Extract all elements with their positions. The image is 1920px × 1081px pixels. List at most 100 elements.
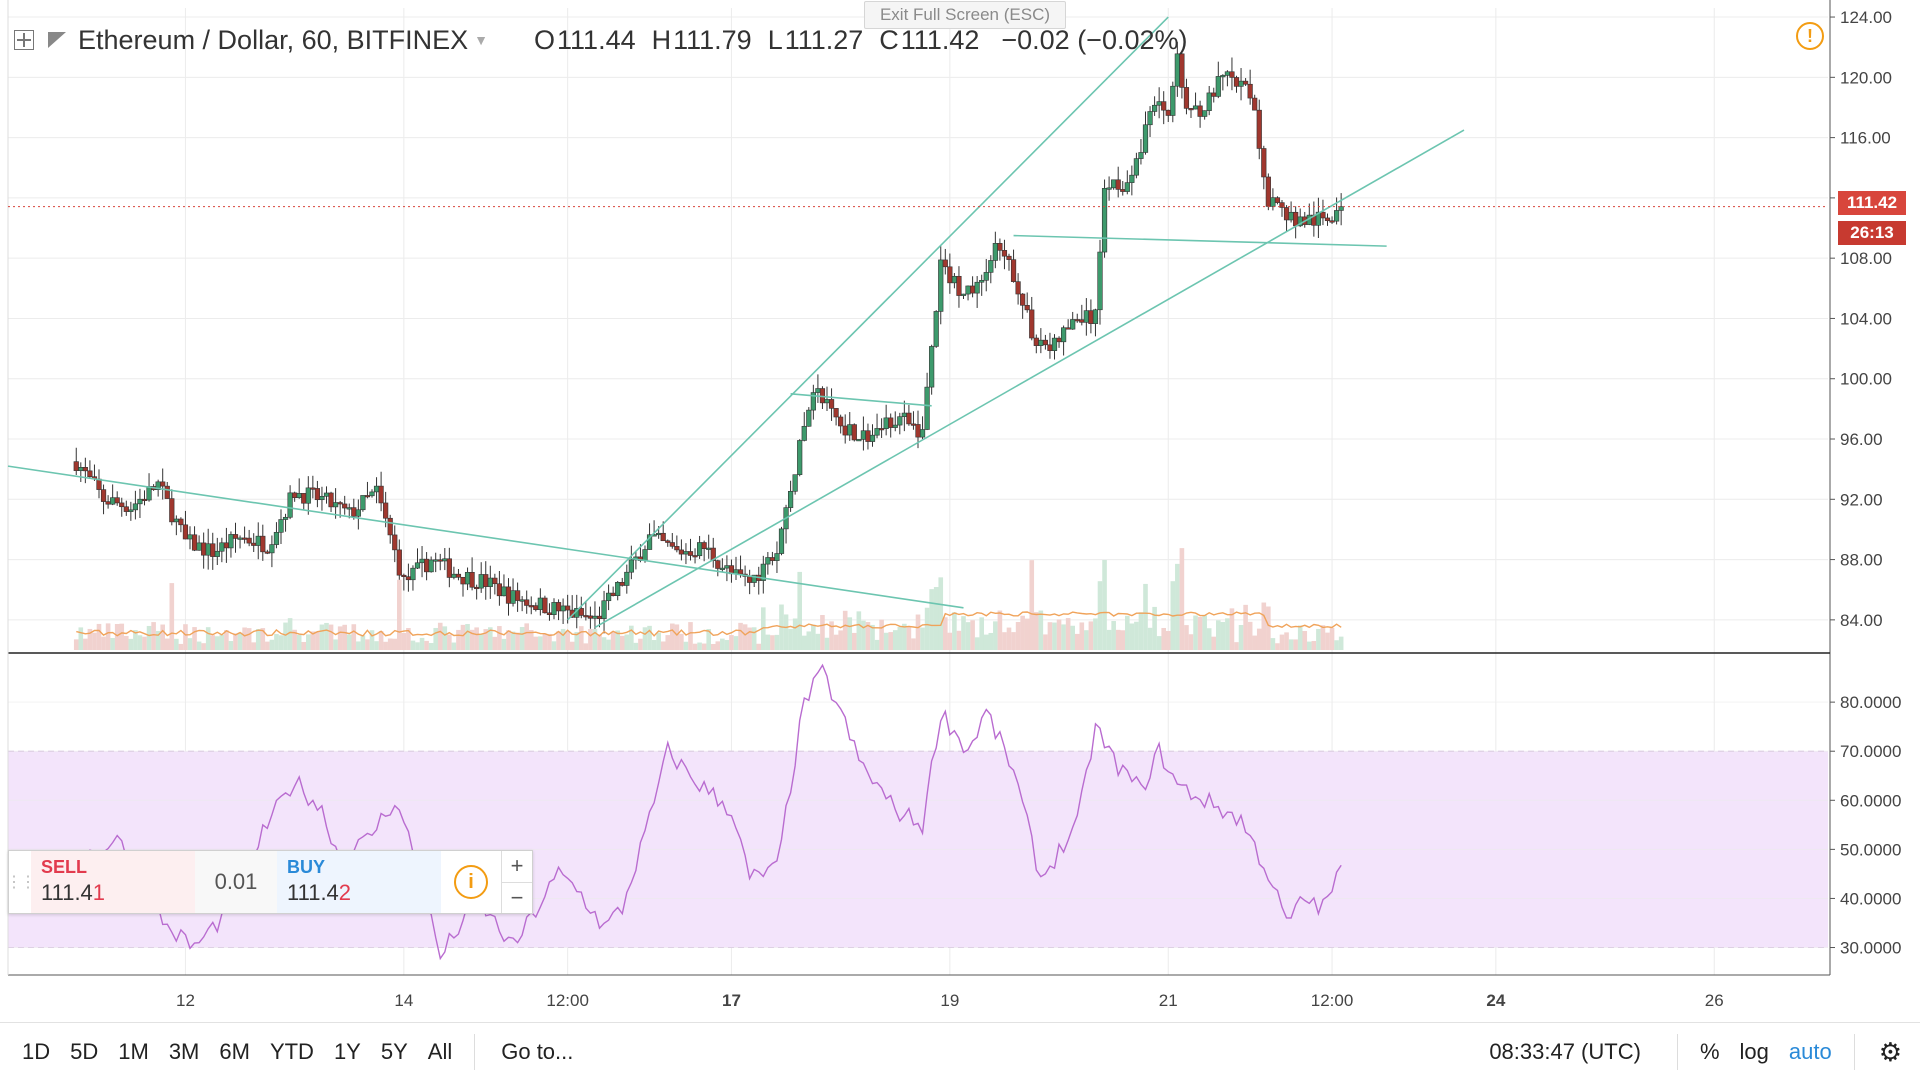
timeframe-5d[interactable]: 5D: [70, 1039, 99, 1064]
drag-handle-icon[interactable]: ⋮⋮: [6, 874, 36, 891]
volume-bar: [528, 630, 534, 650]
goto-button[interactable]: Go to...: [501, 1039, 574, 1064]
candle-bearish: [1006, 255, 1012, 260]
volume-bar: [815, 633, 821, 650]
candle-bullish: [433, 559, 439, 562]
candle-bearish: [578, 608, 584, 616]
quantity-field[interactable]: 0.01: [195, 851, 277, 913]
candle-bearish: [123, 506, 129, 512]
candle-bullish: [592, 615, 598, 619]
candle-bullish: [615, 582, 621, 597]
quantity-stepper: + −: [501, 851, 532, 913]
volume-bar: [515, 632, 520, 650]
utc-clock[interactable]: 08:33:47 (UTC): [1489, 1039, 1641, 1064]
candle-bullish: [646, 534, 653, 550]
candle-bullish: [278, 519, 284, 533]
volume-bar: [205, 627, 211, 650]
chart-canvas[interactable]: 12 14 12:00 17 19 21 12:00 24 26 124.00 120.00 116.…: [0, 0, 1920, 1022]
candle-bearish: [455, 573, 462, 578]
volume-bar: [683, 641, 689, 650]
volume-bar: [424, 640, 429, 650]
candle-bearish: [1274, 197, 1281, 203]
volume-bar: [838, 630, 843, 650]
volume-bar: [392, 638, 398, 650]
volume-bar: [774, 634, 780, 650]
candle-bullish: [537, 597, 543, 610]
decrease-button[interactable]: −: [510, 884, 524, 910]
candle-bullish: [810, 392, 816, 411]
candle-bearish: [492, 577, 498, 585]
log-toggle[interactable]: log: [1739, 1039, 1769, 1064]
exit-fullscreen-button[interactable]: Exit Full Screen (ESC): [864, 1, 1066, 29]
x-tick-label: 17: [722, 991, 741, 1010]
trend-line: [790, 393, 932, 407]
info-button[interactable]: i: [441, 851, 501, 913]
compare-plus-icon[interactable]: [14, 30, 34, 50]
volume-bar: [374, 641, 379, 650]
sell-button[interactable]: SELL 111.41: [31, 851, 195, 913]
volume-bar: [169, 583, 175, 650]
chevron-down-icon[interactable]: ▼: [474, 32, 489, 48]
increase-button[interactable]: +: [502, 851, 532, 883]
rsi-y-tick-label: 50.0000: [1840, 840, 1901, 859]
candle-bearish: [119, 502, 125, 508]
volume-bar: [1325, 632, 1330, 650]
alert-warning-icon[interactable]: !: [1796, 22, 1824, 50]
timeframe-1m[interactable]: 1M: [118, 1039, 149, 1064]
candle-bearish: [1001, 250, 1008, 257]
candle-bullish: [992, 243, 998, 261]
volume-bar: [283, 622, 288, 650]
auto-toggle[interactable]: auto: [1788, 1039, 1832, 1064]
volume-bar: [492, 636, 498, 650]
timeframe-all[interactable]: All: [427, 1039, 453, 1064]
candle-bearish: [392, 534, 398, 551]
rsi-y-tick-label: 70.0000: [1840, 742, 1901, 761]
rsi-y-tick-label: 60.0000: [1840, 791, 1901, 810]
volume-bar: [801, 635, 807, 650]
candle-bullish: [1129, 174, 1135, 183]
candle-bullish: [1270, 197, 1276, 207]
timeframe-6m[interactable]: 6M: [219, 1039, 250, 1064]
timeframe-3m[interactable]: 3M: [168, 1039, 200, 1064]
volume-bar: [1297, 625, 1303, 650]
symbol-title[interactable]: Ethereum / Dollar, 60, BITFINEX: [78, 24, 469, 55]
candle-bearish: [401, 574, 407, 578]
volume-bar: [310, 631, 316, 650]
buy-button[interactable]: BUY 111.42: [277, 851, 441, 913]
candle-bullish: [551, 602, 557, 615]
timeframe-5y[interactable]: 5Y: [380, 1039, 408, 1064]
candle-bearish: [364, 495, 371, 498]
candle-bullish: [110, 497, 116, 505]
volume-bar: [296, 634, 302, 650]
timeframe-ytd[interactable]: YTD: [269, 1039, 314, 1064]
candle-bearish: [692, 555, 698, 558]
volume-bar: [196, 641, 202, 650]
ohlc-open-label: O: [534, 24, 556, 55]
toolbar-divider: [474, 1034, 476, 1070]
volume-bar: [1011, 632, 1016, 650]
candle-bearish: [437, 559, 443, 562]
candle-bearish: [865, 430, 871, 442]
volume-bar: [952, 612, 957, 650]
x-tick-label: 26: [1705, 991, 1724, 1010]
volume-bar: [747, 627, 752, 650]
volume-bar: [1038, 610, 1044, 650]
rsi-y-tick-label: 80.0000: [1840, 693, 1901, 712]
volume-bar: [1206, 628, 1212, 650]
volume-bar: [397, 579, 402, 650]
volume-bar: [720, 638, 725, 650]
percent-toggle[interactable]: %: [1699, 1039, 1720, 1064]
volume-bar: [410, 640, 416, 650]
timeframe-1y[interactable]: 1Y: [333, 1039, 361, 1064]
volume-bar: [933, 587, 939, 650]
timeframe-1d[interactable]: 1D: [22, 1039, 51, 1064]
volume-bar: [629, 625, 634, 650]
volume-bar: [811, 624, 816, 650]
gear-icon[interactable]: ⚙: [1878, 1036, 1902, 1067]
candle-bullish: [706, 547, 712, 550]
candle-bullish: [605, 592, 612, 602]
volume-bar: [164, 638, 170, 650]
candle-bullish: [724, 565, 730, 569]
volume-bar: [1165, 630, 1171, 650]
volume-bar: [1188, 634, 1194, 650]
